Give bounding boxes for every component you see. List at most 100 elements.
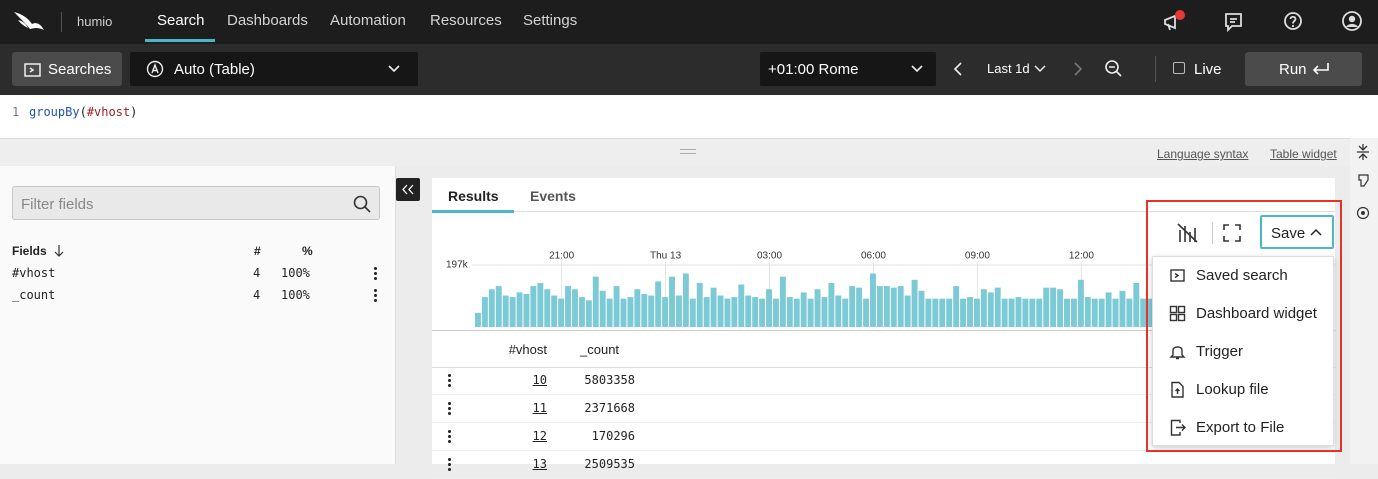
- brand[interactable]: humio: [77, 15, 112, 28]
- dot: [448, 374, 451, 377]
- live-checkbox[interactable]: [1173, 62, 1185, 74]
- bar: [676, 296, 682, 327]
- feedback-icon[interactable]: [1223, 11, 1245, 33]
- view-dropdown[interactable]: Auto (Table): [130, 52, 418, 86]
- zoom-out-button[interactable]: [1104, 59, 1124, 79]
- vhost-cell[interactable]: 12: [492, 430, 547, 442]
- bar: [1050, 288, 1056, 327]
- query-editor[interactable]: 1 groupBy(#vhost): [0, 95, 1378, 138]
- bar: [898, 286, 904, 327]
- bar: [1078, 280, 1084, 327]
- tab[interactable]: Results: [448, 189, 499, 203]
- filter-input[interactable]: Filter fields: [12, 186, 380, 220]
- link[interactable]: Table widget: [1270, 148, 1337, 160]
- help-icon[interactable]: [1283, 11, 1305, 33]
- next-button[interactable]: [1072, 61, 1084, 77]
- column-header[interactable]: _count: [580, 343, 619, 356]
- page: Search html, body { margin: 0; padding: …: [0, 0, 1378, 464]
- bar: [905, 296, 911, 327]
- search-icon: [353, 195, 371, 213]
- bar: [1029, 299, 1035, 327]
- nav-item[interactable]: Resources: [430, 13, 502, 28]
- sidebar-icon[interactable]: [1356, 206, 1370, 220]
- query-paren: (: [80, 105, 87, 119]
- bar: [815, 289, 821, 327]
- bar: [586, 300, 592, 327]
- link[interactable]: Language syntax: [1157, 148, 1248, 160]
- run-button[interactable]: Run: [1245, 52, 1362, 86]
- dot: [374, 267, 377, 270]
- bar: [683, 273, 689, 327]
- bar: [953, 286, 959, 327]
- logo[interactable]: [12, 8, 46, 34]
- vhost-cell[interactable]: 10: [492, 374, 547, 386]
- bar: [662, 297, 668, 327]
- row-menu[interactable]: [448, 457, 452, 471]
- time-range[interactable]: Last 1d: [987, 62, 1030, 75]
- bar: [752, 297, 758, 327]
- notifications-icon[interactable]: [1162, 10, 1186, 34]
- collapse-icon[interactable]: [1356, 143, 1370, 161]
- bar: [614, 286, 620, 327]
- bar: [731, 297, 737, 327]
- vhost-cell[interactable]: 11: [492, 402, 547, 414]
- column-header[interactable]: #vhost: [504, 343, 547, 356]
- row-menu[interactable]: [448, 429, 452, 443]
- bar: [558, 299, 564, 327]
- nav-item[interactable]: Settings: [523, 13, 577, 28]
- bar: [489, 289, 495, 327]
- count-header: #: [254, 245, 261, 257]
- field-percent: 100%: [281, 289, 310, 301]
- collapse-panel-button[interactable]: [396, 178, 420, 201]
- bar: [1009, 299, 1015, 327]
- row-menu[interactable]: [448, 401, 452, 415]
- bar: [891, 288, 897, 327]
- bar: [1133, 283, 1139, 327]
- user-icon[interactable]: [1341, 10, 1365, 34]
- query-function: groupBy: [29, 105, 80, 119]
- bar: [579, 297, 585, 327]
- dot: [448, 412, 451, 415]
- bar: [884, 286, 890, 327]
- x-tick-label: 03:00: [757, 251, 782, 262]
- dot: [374, 294, 377, 297]
- nav-item[interactable]: Search: [157, 13, 205, 28]
- tab[interactable]: Events: [530, 189, 576, 203]
- bar: [925, 299, 931, 327]
- field-menu[interactable]: [374, 266, 378, 280]
- bar: [718, 296, 724, 327]
- dot: [448, 440, 451, 443]
- field-menu[interactable]: [374, 288, 378, 302]
- searches-label: Searches: [48, 62, 111, 77]
- bar: [946, 299, 952, 327]
- bar: [524, 294, 530, 327]
- dot: [374, 272, 377, 275]
- dot: [448, 458, 451, 461]
- nav-item[interactable]: Dashboards: [227, 13, 308, 28]
- toolbar: Searches Auto (Table) +01:00 Rome Last 1…: [0, 44, 1378, 95]
- dot: [448, 430, 451, 433]
- dot: [374, 299, 377, 302]
- bar: [1071, 299, 1077, 327]
- searches-icon: [24, 62, 42, 78]
- bar: [704, 297, 710, 327]
- timezone-dropdown[interactable]: +01:00 Rome: [760, 52, 936, 86]
- searches-button[interactable]: Searches: [12, 52, 122, 86]
- query-field: #vhost: [87, 105, 130, 119]
- vhost-cell[interactable]: 13: [492, 458, 547, 470]
- bar: [863, 299, 869, 327]
- resize-handle[interactable]: [680, 149, 696, 154]
- bar: [780, 277, 786, 327]
- previous-button[interactable]: [952, 61, 964, 77]
- field-name[interactable]: #vhost: [12, 267, 55, 279]
- nav-item[interactable]: Automation: [330, 13, 406, 28]
- sidebar-icon[interactable]: [1358, 174, 1370, 188]
- field-percent: 100%: [281, 267, 310, 279]
- active-tab-underline: [432, 210, 514, 213]
- count-cell: 170296: [572, 430, 635, 442]
- row-menu[interactable]: [448, 373, 452, 387]
- field-name[interactable]: _count: [12, 289, 55, 301]
- fields-header[interactable]: Fields: [12, 245, 47, 257]
- percent-header: %: [302, 245, 313, 257]
- bar: [697, 283, 703, 327]
